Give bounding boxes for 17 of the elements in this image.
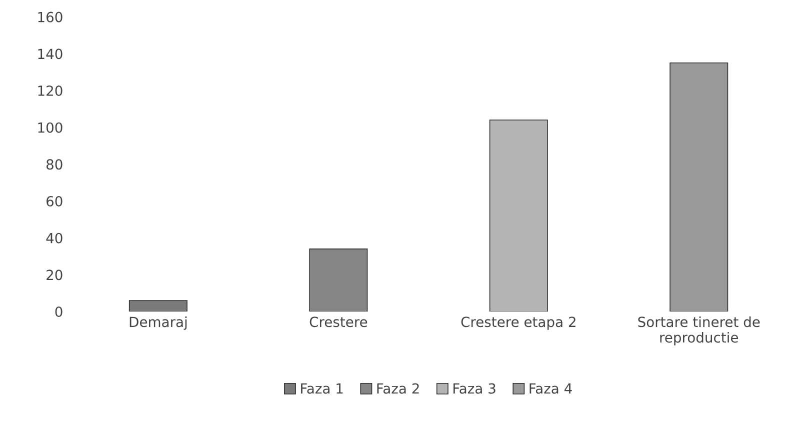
x-tick-label: Demaraj bbox=[130, 316, 187, 330]
y-tick-label: 20 bbox=[46, 270, 62, 280]
y-tick-label: 140 bbox=[38, 48, 62, 60]
y-tick-label: 40 bbox=[46, 232, 62, 244]
x-tick-label: Crestere bbox=[310, 316, 368, 328]
legend-label: Faza 3 bbox=[454, 383, 496, 394]
legend-label: Faza 2 bbox=[377, 383, 419, 394]
x-tick-label: Crestere etapa 2 bbox=[461, 316, 576, 330]
y-tick-label: 80 bbox=[46, 159, 62, 170]
y-tick-label: 120 bbox=[38, 85, 62, 96]
legend-label: Faza 1 bbox=[301, 383, 343, 394]
y-tick-label: 0 bbox=[55, 306, 62, 318]
legend-label: Faza 4 bbox=[530, 383, 572, 394]
y-tick-label: 100 bbox=[38, 122, 62, 133]
x-tick-label: Sortare tineret de reproductie bbox=[638, 316, 760, 346]
y-tick-label: 60 bbox=[46, 196, 62, 206]
y-tick-label: 160 bbox=[38, 12, 62, 22]
